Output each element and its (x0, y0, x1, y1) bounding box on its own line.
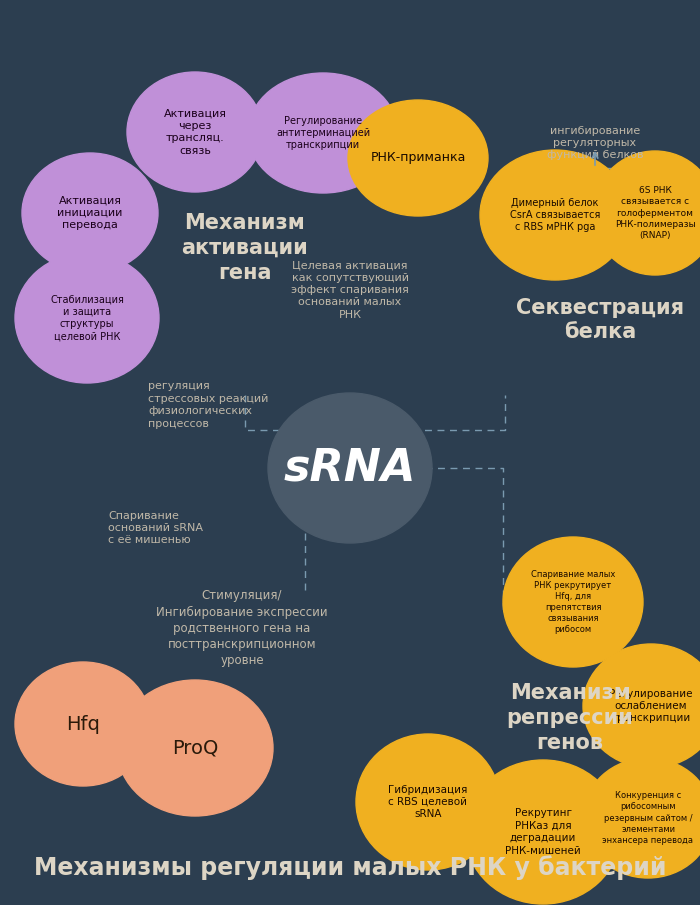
Text: Гибридизация
с RBS целевой
sRNA: Гибридизация с RBS целевой sRNA (389, 785, 468, 819)
Text: ингибирование
регуляторных
функций белков: ингибирование регуляторных функций белко… (547, 126, 643, 160)
Text: Спаривание малых
РНК рекрутирует
Hfq, для
препятствия
связывания
рибосом: Спаривание малых РНК рекрутирует Hfq, дл… (531, 570, 615, 634)
Text: Конкуренция с
рибосомным
резервным сайтом /
элементами
энхансера перевода: Конкуренция с рибосомным резервным сайто… (603, 791, 694, 844)
Text: Стабилизация
и защита
структуры
целевой РНК: Стабилизация и защита структуры целевой … (50, 294, 124, 341)
Ellipse shape (248, 73, 398, 193)
Text: Секвестрация
белка: Секвестрация белка (516, 298, 684, 342)
Ellipse shape (480, 150, 630, 280)
Text: Стимуляция/
Ингибирование экспрессии
родственного гена на
посттранскрипционном
у: Стимуляция/ Ингибирование экспрессии род… (156, 589, 328, 667)
Text: ProQ: ProQ (172, 738, 218, 757)
Ellipse shape (583, 644, 700, 768)
Ellipse shape (268, 393, 432, 543)
Text: Целевая активация
как сопутствующий
эффект спаривания
оснований малых
РНК: Целевая активация как сопутствующий эффе… (291, 261, 409, 319)
Text: 6S РНК
связывается с
голоферментом
РНК-полимеразы
(RNAP): 6S РНК связывается с голоферментом РНК-п… (615, 186, 695, 240)
Text: Рекрутинг
РНКаз для
деградации
РНК-мишеней: Рекрутинг РНКаз для деградации РНК-мишен… (505, 808, 581, 855)
Text: Механизм
активации
гена: Механизм активации гена (181, 214, 309, 282)
Ellipse shape (583, 758, 700, 878)
Ellipse shape (503, 537, 643, 667)
Ellipse shape (465, 760, 621, 904)
Ellipse shape (117, 680, 273, 816)
Ellipse shape (356, 734, 500, 870)
Text: РНК-приманка: РНК-приманка (370, 151, 466, 165)
Text: Спаривание
оснований sRNA
с её мишенью: Спаривание оснований sRNA с её мишенью (108, 510, 203, 546)
Text: Механизм
репрессии
генов: Механизм репрессии генов (507, 683, 634, 753)
Ellipse shape (593, 151, 700, 275)
Text: sRNA: sRNA (284, 446, 416, 490)
Ellipse shape (22, 153, 158, 273)
Ellipse shape (15, 253, 159, 383)
Text: Регулирование
ослаблением
транскрипции: Регулирование ослаблением транскрипции (609, 689, 693, 723)
Text: Механизмы регуляции малых РНК у бактерий: Механизмы регуляции малых РНК у бактерий (34, 855, 666, 881)
Text: Активация
через
трансляц.
связь: Активация через трансляц. связь (164, 109, 227, 156)
Text: Регулирование
антитерминацией
транскрипции: Регулирование антитерминацией транскрипц… (276, 116, 370, 150)
Text: Активация
инициации
перевода: Активация инициации перевода (57, 195, 122, 231)
Ellipse shape (348, 100, 488, 216)
Text: регуляция
стрессовых реакций
физиологических
процессов: регуляция стрессовых реакций физиологиче… (148, 381, 268, 429)
Text: Димерный белок
CsrA связывается
с RBS мРНК pga: Димерный белок CsrA связывается с RBS мР… (510, 197, 600, 233)
Text: Hfq: Hfq (66, 715, 100, 733)
Ellipse shape (15, 662, 151, 786)
Ellipse shape (127, 72, 263, 192)
